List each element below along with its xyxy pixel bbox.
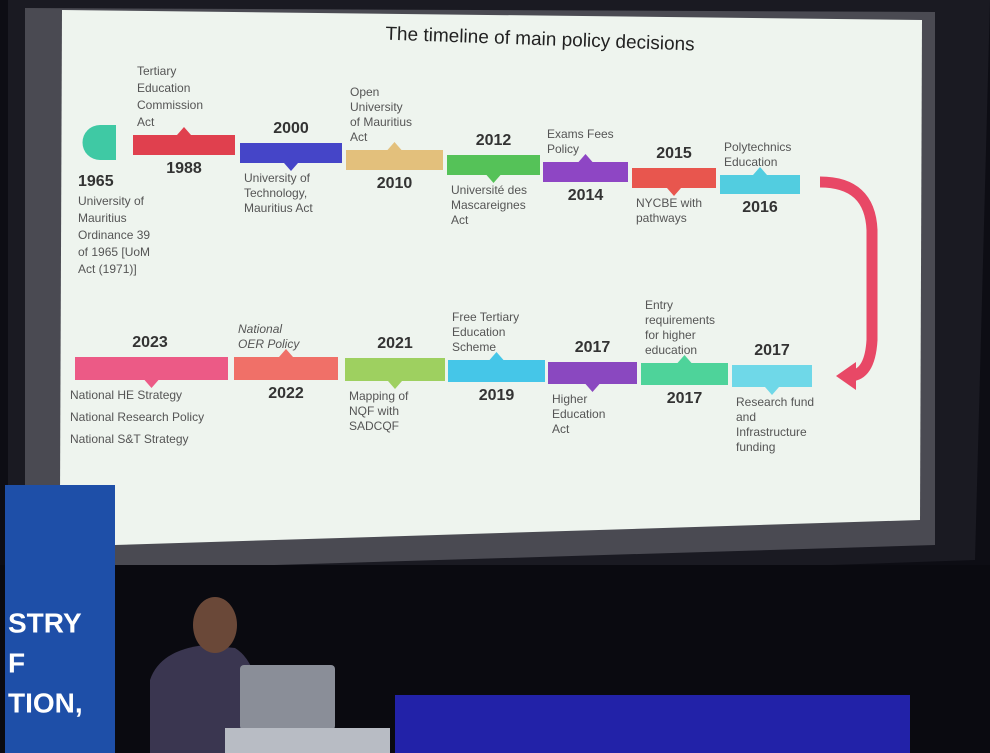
event-text: NYCBE with	[636, 196, 702, 210]
year: 2017	[754, 342, 790, 359]
year: 2000	[273, 120, 309, 137]
event-text: Act	[451, 213, 469, 227]
timeline-segment	[345, 358, 445, 381]
event-text: Education	[552, 407, 605, 421]
event-text: Infrastructure	[736, 425, 807, 439]
event-text: Ordinance 39	[78, 228, 150, 242]
timeline-segment	[732, 365, 812, 387]
timeline-segment	[543, 162, 628, 182]
event-text: Higher	[552, 392, 587, 406]
timeline-segment	[632, 168, 716, 188]
event-text: OER Policy	[238, 337, 300, 351]
speaker-head	[193, 597, 237, 653]
event-text: Mauritius	[78, 211, 127, 225]
year: 2017	[575, 339, 611, 356]
event-text: education	[645, 343, 697, 357]
event-text: University of	[78, 194, 145, 208]
event-text: of 1965 [UoM	[78, 245, 150, 259]
timeline-segment	[346, 150, 443, 170]
timeline-segment	[548, 362, 637, 384]
year: 2012	[476, 132, 512, 149]
year: 2023	[132, 334, 168, 351]
year: 2016	[742, 199, 778, 216]
timeline-segment	[240, 143, 342, 163]
event-text: Commission	[137, 98, 203, 112]
event-text: National Research Policy	[70, 410, 204, 424]
event-text: pathways	[636, 211, 687, 225]
event-text: Mascareignes	[451, 198, 526, 212]
banner-text: TION,	[8, 687, 83, 718]
timeline-segment	[448, 360, 545, 382]
event-text: University of	[244, 171, 311, 185]
event-text: Tertiary	[137, 64, 176, 78]
event-text: Entry	[645, 298, 673, 312]
laptop	[240, 665, 335, 730]
event-text: Exams Fees	[547, 127, 614, 141]
event-text: SADCQF	[349, 419, 399, 433]
event-text: University	[350, 100, 403, 114]
event-text: Mapping of	[349, 389, 409, 403]
year: 2022	[268, 385, 304, 402]
event-text: Technology,	[244, 186, 307, 200]
event-text: Policy	[547, 142, 579, 156]
event-text: Education	[137, 81, 190, 95]
event-text: Polytechnics	[724, 140, 791, 154]
event-text: and	[736, 410, 756, 424]
event-text: requirements	[645, 313, 715, 327]
event-text: Education	[724, 155, 777, 169]
event-text: of Mauritius	[350, 115, 412, 129]
timeline-segment	[447, 155, 540, 175]
year: 2010	[377, 175, 413, 192]
event-text: Act	[137, 115, 155, 129]
timeline-segment	[75, 357, 228, 380]
event-text: Mauritius Act	[244, 201, 313, 215]
lectern	[225, 728, 390, 753]
photo: The timeline of main policy decisions 19…	[0, 0, 990, 753]
year: 2015	[656, 145, 692, 162]
year: 1988	[166, 160, 202, 177]
event-text: funding	[736, 440, 775, 454]
event-text: Research fund	[736, 395, 814, 409]
event-text: Act	[552, 422, 570, 436]
timeline-segment	[641, 363, 728, 385]
event-text: NQF with	[349, 404, 399, 418]
event-text: for higher	[645, 328, 696, 342]
event-text: Act (1971)]	[78, 262, 137, 276]
table-cloth	[395, 695, 910, 753]
year: 2014	[568, 187, 604, 204]
banner-text: F	[8, 647, 25, 678]
event-text: Université des	[451, 183, 527, 197]
event-text: Act	[350, 130, 368, 144]
event-text: National HE Strategy	[70, 388, 182, 402]
year: 2021	[377, 335, 413, 352]
event-text: Education	[452, 325, 505, 339]
year: 2019	[479, 387, 515, 404]
timeline-segment	[133, 135, 235, 155]
event-text: National	[238, 322, 282, 336]
banner-text: STRY	[8, 607, 82, 638]
timeline-segment	[720, 175, 800, 194]
year: 1965	[78, 173, 114, 190]
event-text: National S&T Strategy	[70, 432, 189, 446]
timeline-cap	[83, 125, 117, 160]
year: 2017	[667, 390, 703, 407]
page: The timeline of main policy decisions 19…	[0, 0, 990, 753]
event-text: Free Tertiary	[452, 310, 519, 324]
event-text: Open	[350, 85, 379, 99]
event-text: Scheme	[452, 340, 496, 354]
timeline-segment	[234, 357, 338, 380]
